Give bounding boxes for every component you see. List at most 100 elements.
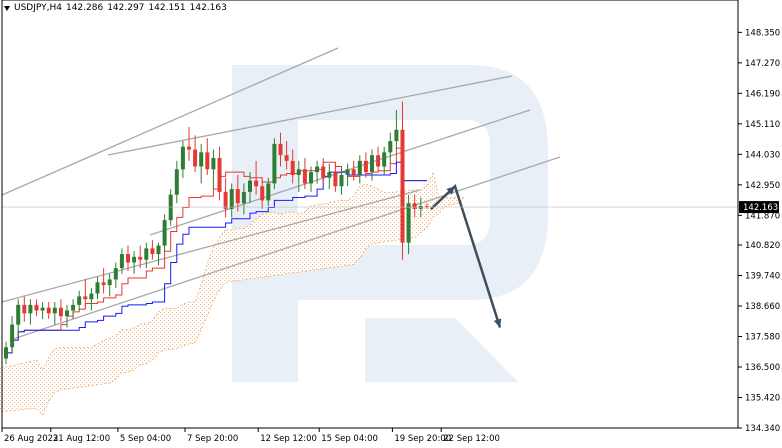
candle-body bbox=[52, 307, 57, 314]
trend-line bbox=[1, 189, 421, 303]
candle-body bbox=[65, 310, 69, 317]
candle-body bbox=[162, 220, 167, 246]
candle-body bbox=[199, 152, 204, 167]
candle-body bbox=[376, 155, 381, 167]
candle-body bbox=[119, 254, 124, 269]
price-tick-label: 146.190 bbox=[745, 89, 780, 99]
time-tick-label: 31 Aug 12:00 bbox=[53, 434, 110, 444]
candle-body bbox=[248, 180, 252, 192]
candle-body bbox=[89, 293, 94, 300]
candle-body bbox=[412, 203, 417, 209]
candle-body bbox=[71, 304, 76, 311]
candle-body bbox=[193, 149, 198, 167]
candle-body bbox=[223, 191, 228, 209]
trend-line bbox=[9, 156, 561, 341]
trend-line bbox=[1, 47, 339, 196]
candle-body bbox=[101, 282, 106, 286]
forecast-arrow bbox=[430, 183, 502, 328]
price-tick-label: 139.740 bbox=[745, 272, 780, 282]
candle-body bbox=[424, 206, 429, 208]
candle-body bbox=[321, 166, 326, 178]
candle-body bbox=[113, 268, 118, 280]
candle-body bbox=[40, 307, 45, 311]
candle-body bbox=[83, 296, 88, 300]
price-tick-label: 144.030 bbox=[745, 150, 780, 160]
time-tick-label: 26 Aug 2022 bbox=[4, 434, 58, 444]
candle-body bbox=[254, 180, 259, 187]
trend-line bbox=[107, 75, 513, 156]
candle-body bbox=[382, 152, 387, 167]
price-tick-label: 142.950 bbox=[745, 181, 780, 191]
candle-body bbox=[150, 248, 155, 255]
candle-body bbox=[235, 189, 240, 204]
triangle-down-icon[interactable] bbox=[4, 5, 10, 11]
current-price-tag bbox=[739, 201, 779, 214]
candle-body bbox=[144, 248, 149, 260]
candle-body bbox=[156, 245, 161, 255]
plot-frame bbox=[1, 0, 739, 429]
candle-body bbox=[394, 129, 399, 142]
price-tick-label: 141.870 bbox=[745, 211, 780, 221]
candle-body bbox=[333, 172, 338, 187]
price-tick-label: 147.270 bbox=[745, 59, 780, 69]
candle-body bbox=[345, 169, 350, 175]
price-tick-label: 140.820 bbox=[745, 241, 780, 251]
candle-body bbox=[187, 146, 191, 150]
candle-body bbox=[132, 256, 137, 263]
candle-body bbox=[418, 206, 423, 209]
price-tick-label: 137.580 bbox=[745, 333, 780, 343]
candle-body bbox=[260, 186, 265, 201]
current-price-label: 142.163 bbox=[743, 203, 778, 213]
candle-body bbox=[168, 194, 173, 221]
price-tick-label: 134.340 bbox=[745, 424, 780, 434]
symbol-label: USDJPY,H4 bbox=[14, 3, 62, 13]
price-tick-label: 145.110 bbox=[745, 120, 780, 130]
candle-body bbox=[77, 296, 82, 305]
time-tick-label: 12 Sep 12:00 bbox=[260, 434, 317, 444]
candle-body bbox=[174, 169, 179, 195]
candle-body bbox=[302, 169, 307, 184]
price-axis: 148.350 147.270 146.190 145.110 144.030 142.9… bbox=[2, 28, 780, 434]
candle-body bbox=[272, 143, 277, 184]
ichimoku-cloud bbox=[0, 171, 464, 416]
price-tick-label: 136.500 bbox=[745, 363, 780, 373]
candle-body bbox=[180, 146, 185, 170]
open-value: 142.286 bbox=[65, 3, 104, 13]
candle-body bbox=[205, 152, 210, 170]
candle-body bbox=[10, 324, 15, 348]
candle-body bbox=[315, 166, 320, 173]
low-value: 142.151 bbox=[148, 3, 186, 13]
price-tick-label: 138.660 bbox=[745, 302, 780, 312]
candle-body bbox=[290, 160, 295, 175]
watermark-r-leg bbox=[365, 318, 518, 382]
candle-body bbox=[284, 155, 289, 161]
candle-body bbox=[327, 172, 332, 178]
candle-body bbox=[278, 143, 283, 156]
candle-body bbox=[28, 304, 33, 314]
trend-lines bbox=[1, 47, 561, 341]
candle-body bbox=[46, 307, 51, 314]
time-tick-label: 7 Sep 20:00 bbox=[187, 434, 238, 444]
candle-body bbox=[22, 304, 27, 314]
time-tick-label: 19 Sep 20:00 bbox=[394, 434, 451, 444]
candle-body bbox=[58, 307, 63, 317]
candle-body bbox=[266, 183, 271, 201]
candle-body bbox=[229, 189, 234, 209]
high-value: 142.297 bbox=[107, 3, 145, 13]
candle-body bbox=[138, 256, 143, 260]
candle-body bbox=[357, 160, 362, 175]
candle-body bbox=[217, 158, 222, 192]
candle-body bbox=[296, 169, 301, 175]
candle-body bbox=[211, 158, 216, 170]
candle-body bbox=[107, 279, 112, 286]
chart-header: USDJPY,H4 142.286 142.297 142.151 142.16… bbox=[4, 3, 227, 13]
candles bbox=[4, 101, 429, 365]
senkou-span-a bbox=[0, 171, 464, 371]
candle-body bbox=[400, 129, 405, 243]
candle-body bbox=[363, 160, 368, 173]
candle-body bbox=[388, 141, 393, 153]
close-value: 142.163 bbox=[189, 3, 227, 13]
cloud-fill bbox=[0, 172, 464, 416]
